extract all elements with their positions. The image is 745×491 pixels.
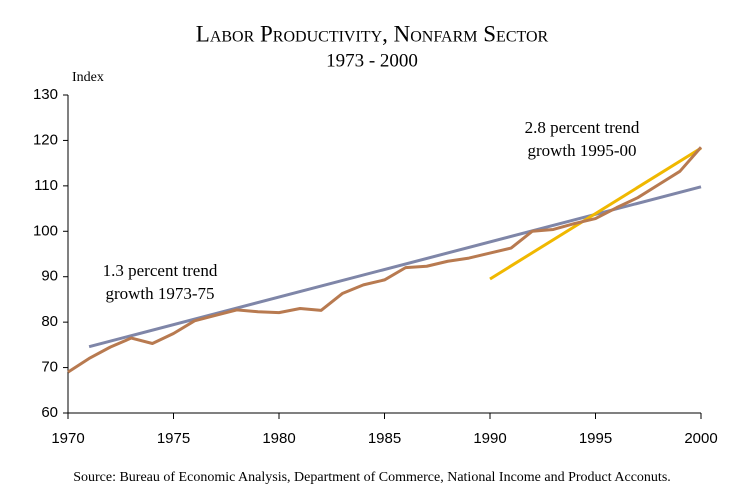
y-tick-label: 90 <box>41 268 58 285</box>
y-axis-label: Index <box>72 70 104 85</box>
annotation: 1.3 percent trend <box>103 261 218 280</box>
data-line <box>88 185 702 349</box>
y-tick-label: 80 <box>41 313 58 330</box>
x-tick-label: 1985 <box>368 430 401 447</box>
source-note: Source: Bureau of Economic Analysis, Dep… <box>73 470 671 485</box>
x-tick-label: 1980 <box>262 430 295 447</box>
y-tick-label: 110 <box>34 177 58 194</box>
y-tick-label: 60 <box>41 404 58 421</box>
annotation: growth 1995-00 <box>527 141 636 160</box>
annotation: growth 1973-75 <box>105 284 214 303</box>
x-tick-label: 1975 <box>157 430 190 447</box>
chart-subtitle: 1973 - 2000 <box>326 50 418 71</box>
y-tick-label: 130 <box>33 86 58 103</box>
annotation: 2.8 percent trend <box>525 118 640 137</box>
chart-title: Labor Productivity, Nonfarm Sector <box>196 21 549 46</box>
data-line <box>67 146 703 374</box>
x-tick-label: 1990 <box>473 430 506 447</box>
x-tick-label: 1995 <box>579 430 612 447</box>
x-tick-label: 2000 <box>684 430 717 447</box>
y-tick-label: 120 <box>33 131 58 148</box>
x-tick-label: 1970 <box>51 430 84 447</box>
y-tick-label: 70 <box>41 359 58 376</box>
data-line <box>489 146 702 281</box>
y-tick-label: 100 <box>33 222 58 239</box>
